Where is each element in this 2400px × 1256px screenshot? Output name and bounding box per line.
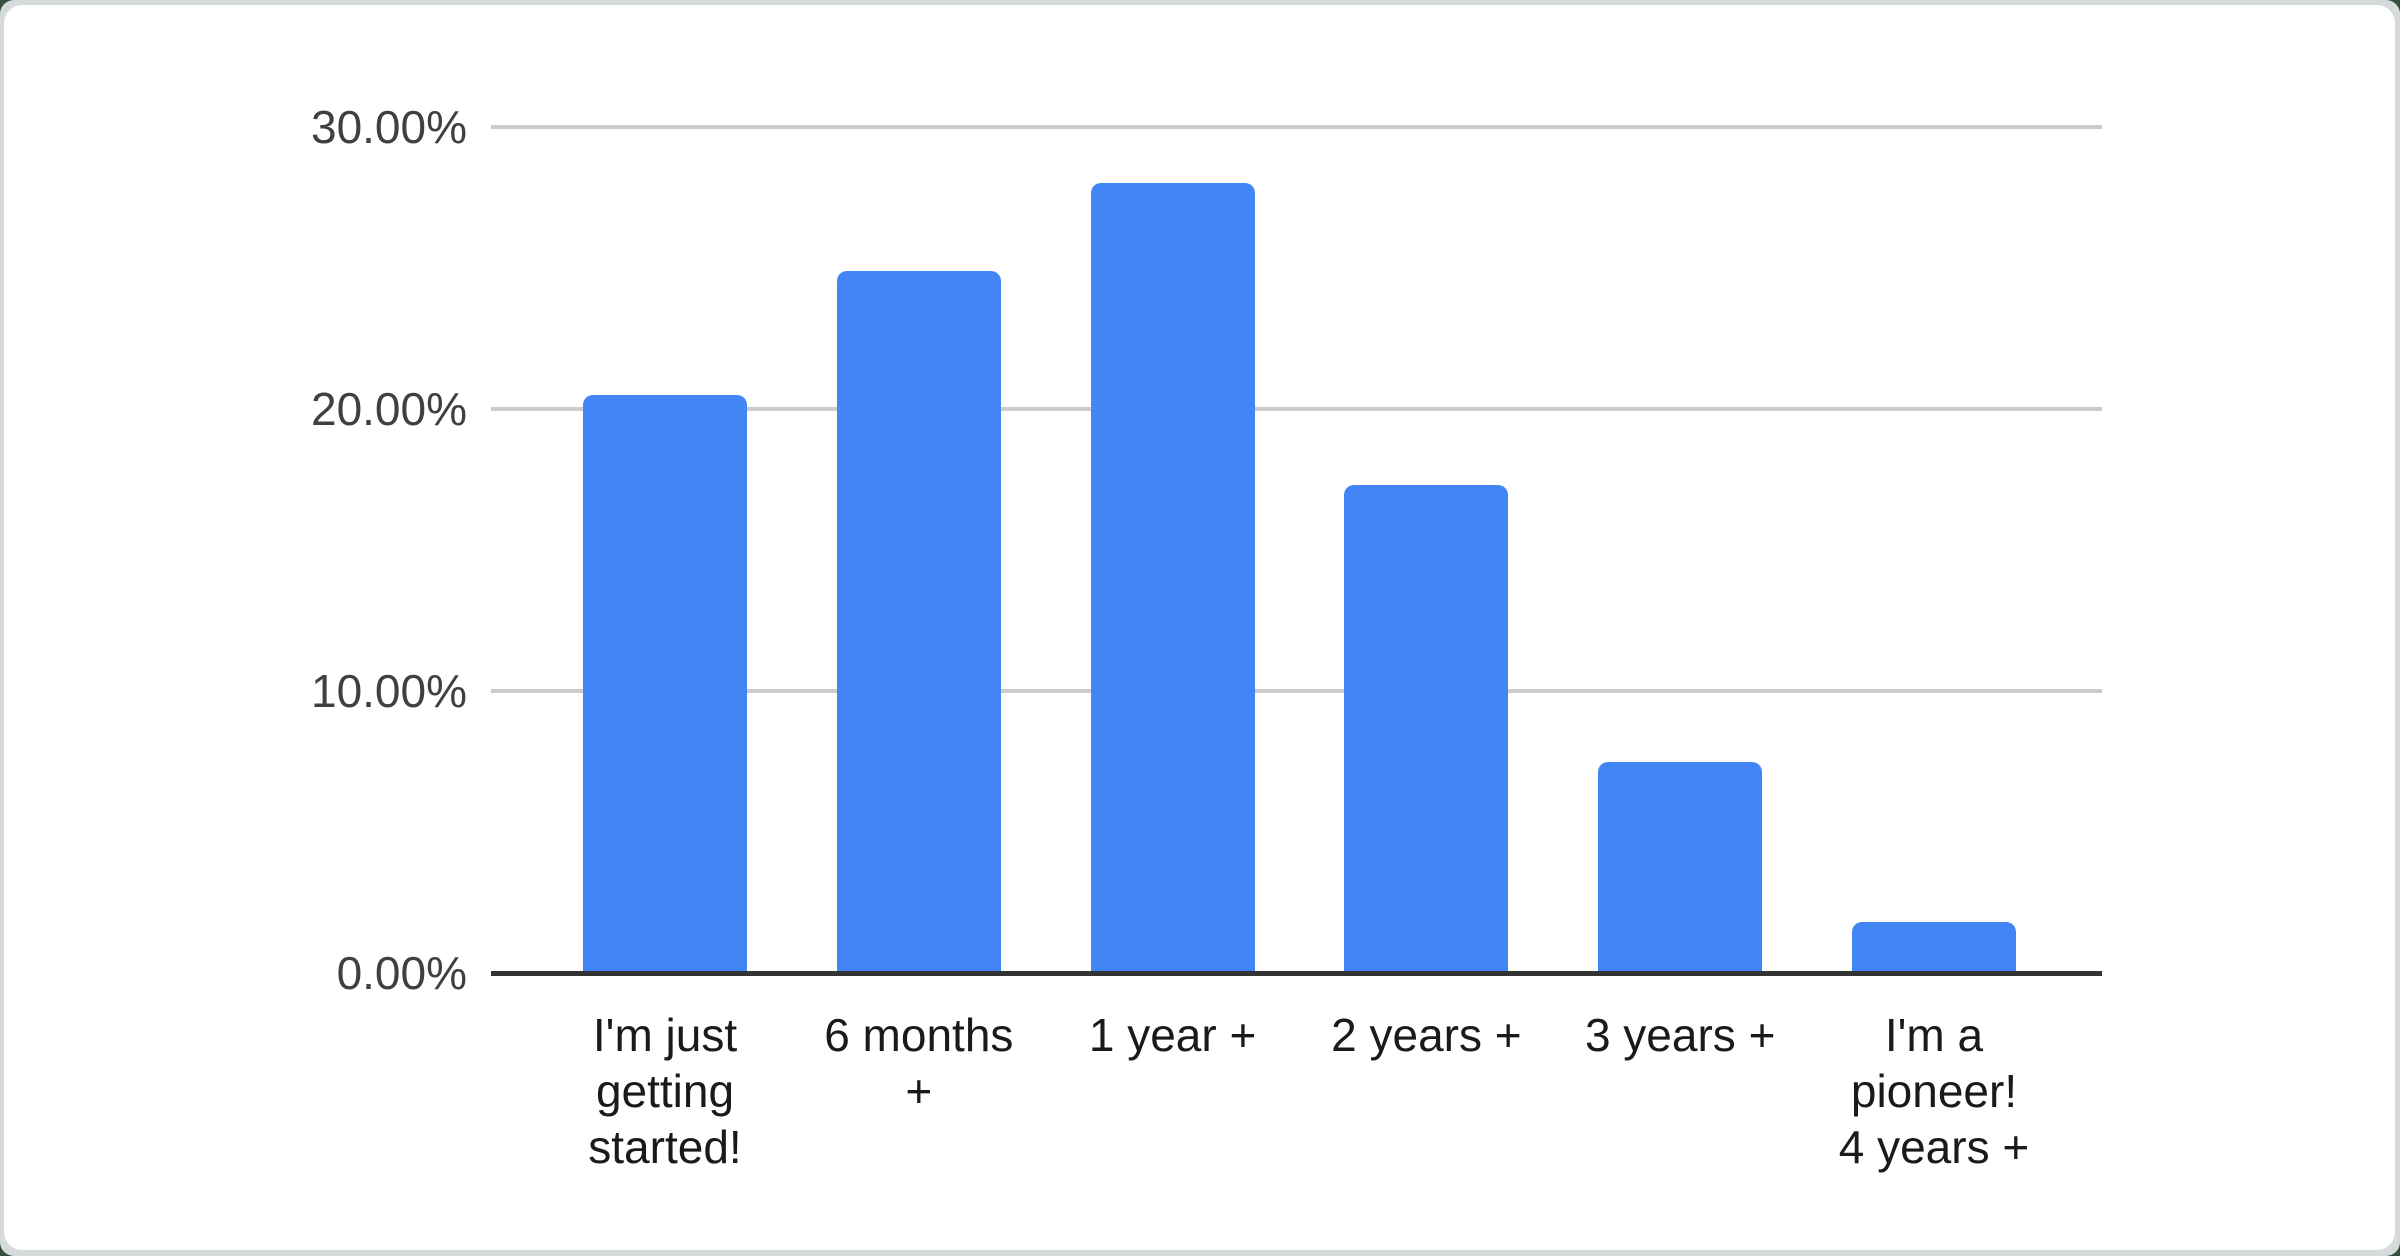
x-category-label: 3 years + [1584,1009,1776,1061]
y-axis-labels: 0.00% 10.00% 20.00% 30.00% [4,104,467,996]
x-axis-labels: I'm just getting started! 6 months + 1 yea… [583,1007,2030,1175]
bar [1598,761,1763,973]
bar [836,270,1001,973]
bar [1344,485,1509,973]
x-category-slot: 2 years + [1331,1007,1522,1175]
x-category-label: I'm a pioneer! 4 years + [1838,1009,2030,1173]
x-category-slot: 1 year + [1089,1007,1257,1175]
x-category-label: I'm just getting started! [588,1009,742,1173]
x-category-label: 6 months + [824,1009,1014,1117]
gridline [491,407,2102,412]
x-axis-line [491,971,2102,976]
x-category-slot: 6 months + [824,1007,1013,1175]
y-tick-label: 0.00% [336,947,467,999]
y-tick-label: 30.00% [310,101,467,153]
x-category-slot: I'm just getting started! [583,1007,747,1175]
x-category-slot: I'm a pioneer! 4 years + [1839,1007,2030,1175]
x-category-slot: 3 years + [1585,1007,1776,1175]
bar [1851,922,2016,973]
x-category-label: 2 years + [1331,1009,1522,1061]
gridline [491,125,2102,129]
x-category-label: 1 year + [1088,1009,1257,1061]
chart-card: 0.00% 10.00% 20.00% 30.00% I'm just getting… [4,5,2395,1250]
gridline [491,689,2102,694]
y-tick-label: 10.00% [310,665,467,718]
bar [583,394,747,973]
gridlines-layer [491,125,2102,973]
bars-layer [583,127,2016,973]
bar [1090,183,1255,973]
bar-chart: 0.00% 10.00% 20.00% 30.00% I'm just getting… [4,5,2400,1256]
y-tick-label: 20.00% [310,383,467,436]
